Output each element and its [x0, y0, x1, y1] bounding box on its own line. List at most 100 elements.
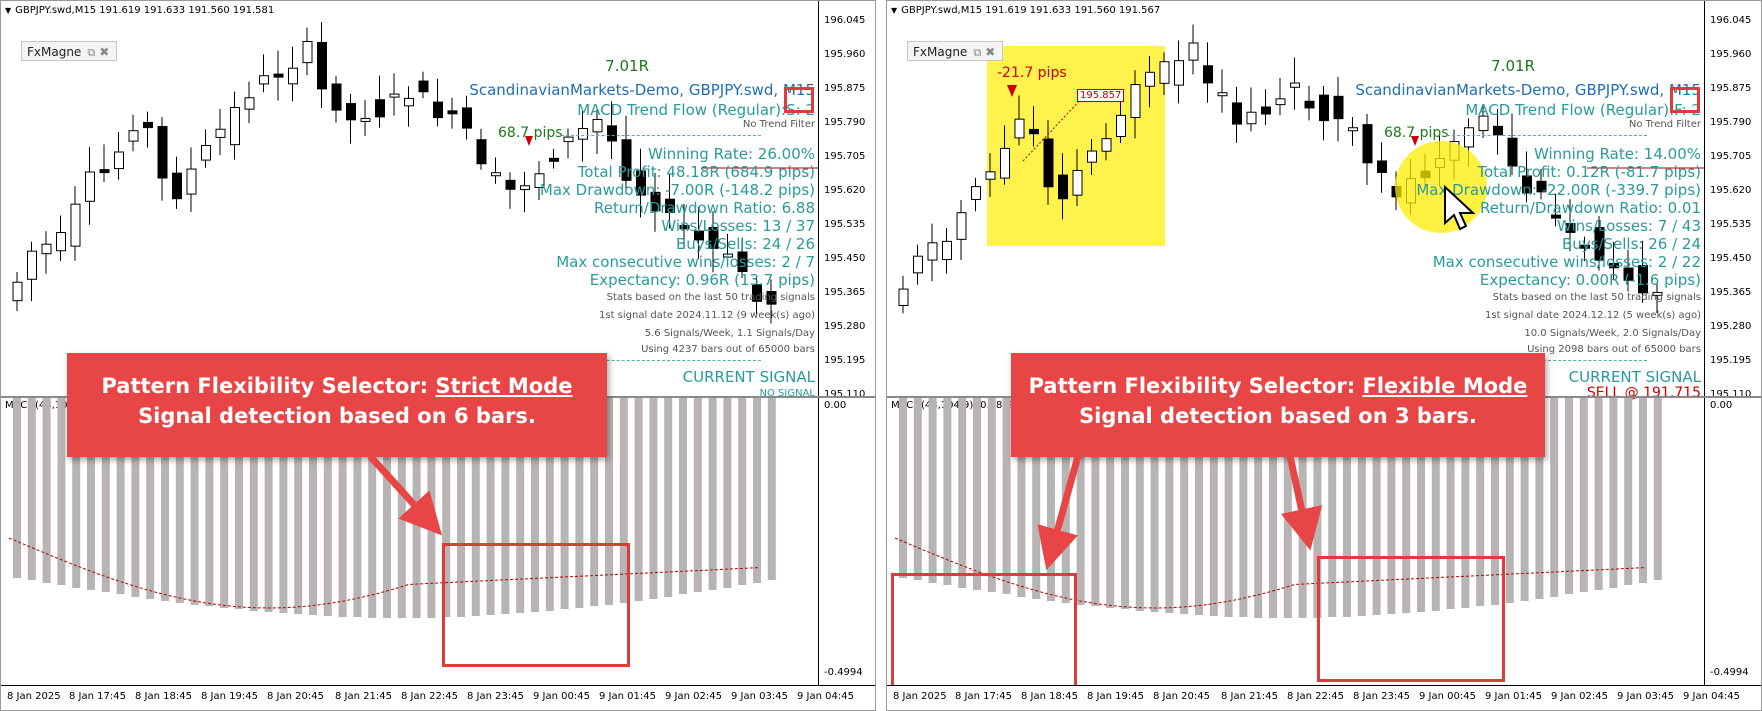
macd-bar: [1357, 398, 1366, 616]
candle: [128, 130, 139, 142]
candle: [244, 97, 255, 110]
macd-bar: [679, 398, 687, 594]
expectancy: Expectancy: 0.00R (-1.6 pips): [1479, 271, 1701, 289]
fxmagne-indicator-box[interactable]: FxMagne ⧉ ✖: [21, 41, 117, 61]
macd-bar: [928, 398, 937, 583]
macd-bar: [27, 398, 36, 580]
first-signal-date: 1st signal date 2024.12.12 (5 week(s) ag…: [1485, 310, 1701, 321]
candle: [491, 172, 501, 177]
macd-bar: [13, 398, 21, 578]
time-tick: 9 Jan 02:45: [665, 691, 722, 702]
macd-bar: [1150, 398, 1159, 612]
time-tick: 9 Jan 01:45: [599, 691, 656, 702]
candle: [433, 101, 443, 119]
return-drawdown-ratio: Return/Drawdown Ratio: 6.88: [594, 199, 815, 217]
macd-bar: [1047, 398, 1055, 601]
candle: [1348, 127, 1358, 132]
macd-histogram-left[interactable]: [1, 398, 821, 685]
macd-bar: [1402, 398, 1411, 613]
macd-bar: [1165, 398, 1174, 613]
symbol-info: ▼ GBPJPY.swd,M15 191.619 191.633 191.560 …: [5, 5, 274, 16]
chart-window-left[interactable]: ▼ GBPJPY.swd,M15 191.619 191.633 191.560 …: [0, 0, 876, 711]
macd-bar: [1195, 398, 1203, 615]
trend-mode-highlight: [1670, 87, 1700, 113]
time-tick: 8 Jan 2025: [7, 691, 61, 702]
price-tick: 196.045: [824, 15, 866, 26]
macd-bar: [1343, 398, 1351, 617]
macd-bar: [1609, 398, 1618, 588]
close-icon[interactable]: ✖: [985, 45, 996, 59]
close-icon[interactable]: ✖: [99, 45, 110, 59]
arrow-right-1: [1037, 455, 1082, 571]
candle: [927, 242, 938, 261]
time-tick: 8 Jan 2025: [893, 691, 947, 702]
macd-bar: [235, 398, 243, 609]
candle: [956, 212, 967, 240]
macd-tick: -0.4994: [1710, 667, 1749, 678]
candle: [636, 170, 646, 196]
macd-tick: -0.4994: [824, 667, 863, 678]
candle: [971, 186, 981, 201]
current-signal-label: CURRENT SIGNAL: [682, 368, 815, 386]
time-tick: 9 Jan 04:45: [1683, 691, 1740, 702]
callout-line2: Signal detection based on 3 bars.: [1079, 404, 1477, 428]
return-drawdown-ratio: Return/Drawdown Ratio: 0.01: [1480, 199, 1701, 217]
candle: [1014, 118, 1025, 139]
candle: [1377, 160, 1387, 173]
time-tick: 8 Jan 23:45: [1353, 691, 1410, 702]
candle: [1536, 180, 1547, 193]
macd-bar: [101, 398, 110, 592]
fxmagne-indicator-box[interactable]: FxMagne ⧉ ✖: [907, 41, 1003, 61]
macd-bar: [1239, 398, 1248, 617]
macd-bar: [1328, 398, 1337, 617]
candle: [650, 191, 661, 212]
callout-line2: Signal detection based on 6 bars.: [138, 404, 536, 428]
macd-bar: [943, 398, 952, 585]
price-chart-right[interactable]: [887, 1, 1707, 396]
signal-frequency: 5.6 Signals/Week, 1.1 Signals/Day: [644, 328, 815, 339]
price-tick: 195.790: [1710, 117, 1752, 128]
cursor-highlight: [1395, 141, 1487, 233]
price-tick: 195.450: [824, 253, 866, 264]
macd-bar: [738, 398, 747, 585]
dropdown-triangle-icon[interactable]: ▼: [5, 6, 12, 15]
macd-bar: [338, 398, 347, 617]
price-axis: 196.045 195.960 195.875 195.790 195.705 195.6…: [818, 1, 875, 400]
restore-window-icon[interactable]: ⧉: [87, 46, 96, 59]
candle: [1623, 267, 1634, 281]
candle: [404, 97, 414, 107]
candle: [592, 118, 603, 133]
macd-bar: [323, 398, 332, 616]
time-tick: 8 Jan 20:45: [267, 691, 324, 702]
macd-bar: [205, 398, 214, 606]
candle: [302, 40, 313, 64]
broker-label: ScandinavianMarkets-Demo, GBPJPY.swd, M1…: [1355, 81, 1701, 99]
price-tick: 195.535: [1710, 219, 1752, 230]
time-tick: 8 Jan 21:45: [335, 691, 392, 702]
macd-bar: [1461, 398, 1470, 608]
time-tick: 8 Jan 17:45: [955, 691, 1012, 702]
restore-window-icon[interactable]: ⧉: [973, 46, 982, 59]
dropdown-triangle-icon[interactable]: ▼: [891, 6, 898, 15]
signal-frequency: 10.0 Signals/Week, 2.0 Signals/Day: [1524, 328, 1701, 339]
candle: [1174, 60, 1184, 86]
ratio-label: 7.01R: [605, 57, 649, 75]
sell-signal-arrow-icon: [525, 136, 533, 146]
candle: [56, 232, 66, 252]
macd-histogram-right[interactable]: [887, 398, 1707, 685]
stats-note: Stats based on the last 50 trading signa…: [1492, 292, 1701, 303]
candle: [534, 173, 545, 189]
macd-bar: [368, 398, 377, 618]
time-tick: 8 Jan 18:45: [1021, 691, 1078, 702]
chart-window-right[interactable]: ▼ GBPJPY.swd,M15 191.619 191.633 191.560 …: [886, 0, 1762, 711]
candle: [1565, 223, 1576, 233]
price-chart-left[interactable]: [1, 1, 821, 396]
candle: [505, 179, 516, 190]
candle: [1203, 65, 1213, 84]
symbol-info: ▼ GBPJPY.swd,M15 191.619 191.633 191.560 …: [891, 5, 1160, 16]
candle: [346, 103, 356, 121]
mouse-pointer-icon: [1444, 185, 1476, 231]
macd-axis: 0.00 -0.4994: [1704, 398, 1761, 685]
time-tick: 9 Jan 03:45: [1617, 691, 1674, 702]
macd-bar: [220, 398, 229, 608]
